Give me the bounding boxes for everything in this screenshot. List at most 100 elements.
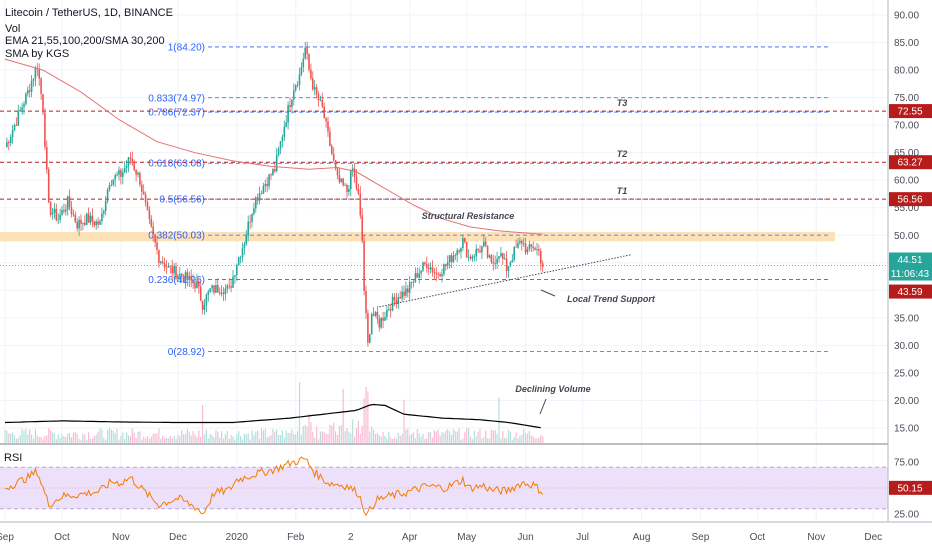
candle-body — [237, 257, 240, 266]
candle-body — [55, 208, 58, 221]
volume-bar — [407, 428, 409, 443]
volume-bar — [29, 429, 31, 443]
volume-bar — [266, 437, 268, 443]
volume-bar — [373, 429, 375, 443]
candle-body — [256, 197, 259, 201]
candle-body — [348, 189, 350, 192]
price-tick-label: 30.00 — [894, 341, 919, 352]
volume-bar — [110, 429, 112, 443]
candle-body — [315, 87, 318, 95]
candle-body — [450, 255, 453, 263]
candle-body — [374, 311, 377, 316]
volume-bar — [513, 437, 515, 443]
candle-body — [258, 193, 261, 201]
volume-bar — [287, 432, 289, 443]
volume-bar — [207, 438, 209, 443]
candle-body — [173, 266, 175, 274]
target-levels: T3 T2 T1 — [0, 98, 888, 200]
target-price-tag-bg — [889, 155, 932, 170]
candle-body — [498, 256, 500, 259]
volume-bar — [380, 436, 382, 443]
volume-bar — [95, 434, 97, 443]
volume-bar — [156, 433, 158, 443]
volume-bar — [439, 435, 441, 443]
fib-level-label: 0(28.92) — [168, 347, 205, 358]
volume-bar — [428, 432, 430, 443]
candle-body — [17, 111, 20, 126]
volume-bar — [509, 431, 511, 443]
volume-bar — [46, 435, 48, 443]
volume-bar — [374, 433, 377, 443]
volume-bar — [23, 430, 25, 443]
price-tick-label: 50.00 — [894, 231, 919, 242]
volume-bar — [344, 431, 346, 443]
target-price-tag: 72.55 — [897, 107, 922, 118]
volume-bar — [61, 434, 63, 443]
volume-bar — [70, 437, 73, 443]
vol-indicator-label[interactable]: Vol — [5, 23, 21, 35]
volume-bar — [4, 429, 6, 443]
volume-bar — [304, 424, 306, 443]
time-tick-label: 2 — [348, 532, 354, 543]
volume-bar — [8, 433, 10, 443]
volume-bar — [329, 424, 331, 443]
rsi-guide-lines — [0, 466, 888, 510]
candle-body — [184, 272, 187, 283]
fib-level-label: 0.382(50.03) — [148, 231, 205, 242]
candle-body — [422, 262, 424, 271]
volume-bar — [203, 434, 206, 443]
local-trend-support-line — [379, 254, 633, 308]
volume-bar — [262, 430, 264, 443]
volume-bar — [69, 433, 71, 443]
volume-bar — [393, 437, 396, 443]
volume-bar — [278, 434, 280, 443]
sma-indicator-label[interactable]: SMA by KGS — [5, 48, 70, 60]
target-label: T3 — [617, 98, 628, 108]
candle-body — [460, 248, 462, 252]
volume-bar — [333, 422, 335, 443]
volume-bar — [34, 429, 36, 443]
candle-body — [152, 226, 154, 235]
candle-body — [336, 167, 339, 176]
ema-indicator-label[interactable]: EMA 21,55,100,200/SMA 30,200 — [5, 35, 165, 47]
volume-bar — [494, 430, 496, 443]
volume-bar — [458, 428, 460, 443]
candle-body — [150, 219, 153, 227]
candle-body — [340, 178, 343, 182]
candle-body — [80, 219, 82, 224]
volume-bar — [540, 435, 542, 443]
volume-bar — [171, 438, 173, 443]
volume-bar — [369, 431, 371, 443]
candle-body — [412, 281, 415, 283]
price-axis: 15.0020.0025.0030.0035.0040.0045.0050.00… — [894, 11, 919, 435]
candle-body — [386, 309, 388, 318]
candle-body — [165, 267, 168, 269]
volume-bar — [15, 438, 17, 443]
symbol-title[interactable]: Litecoin / TetherUS, 1D, BINANCE — [5, 7, 173, 19]
volume-bar — [312, 431, 314, 443]
volume-bar — [188, 431, 190, 443]
volume-bar — [530, 435, 532, 443]
candle-body — [353, 168, 356, 177]
volume-bar — [215, 430, 217, 443]
volume-bar — [352, 419, 354, 443]
candle-body — [72, 214, 75, 216]
candle-body — [439, 274, 441, 277]
volume-bar — [412, 432, 415, 443]
candle-body — [431, 267, 434, 273]
candle-body — [154, 234, 156, 243]
volume-bar — [249, 439, 251, 443]
volume-bar — [378, 435, 380, 443]
volume-bar — [468, 428, 470, 443]
time-tick-label: Oct — [54, 532, 70, 543]
candle-body — [8, 142, 10, 144]
candle-body — [389, 309, 392, 311]
candle-body — [160, 261, 162, 264]
declining-volume-arrow — [539, 398, 547, 415]
local-trend-support-label: Local Trend Support — [567, 294, 656, 304]
candle-body — [59, 214, 61, 220]
volume-bar — [169, 435, 171, 443]
volume-bar — [82, 434, 84, 443]
volume-bar — [57, 434, 59, 443]
